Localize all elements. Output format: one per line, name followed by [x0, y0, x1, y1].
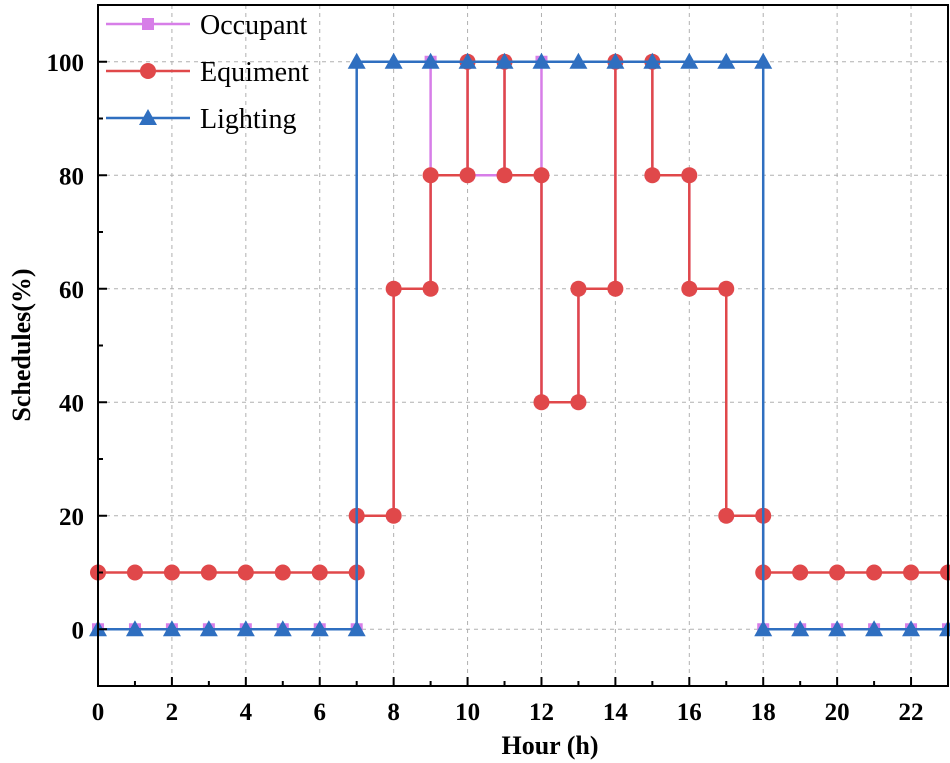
data-point-lighting	[347, 52, 366, 69]
data-point-equiment	[533, 394, 550, 411]
y-tick-label: 60	[59, 277, 84, 304]
data-point-lighting	[125, 620, 144, 637]
x-tick-label: 0	[92, 699, 105, 726]
y-tick-label: 20	[59, 504, 84, 531]
data-point-equiment	[644, 167, 661, 184]
data-point-equiment	[681, 167, 698, 184]
data-point-equiment	[311, 564, 328, 581]
data-point-equiment	[718, 507, 735, 524]
x-tick-label: 4	[240, 699, 253, 726]
series-lighting	[89, 52, 950, 637]
legend-label-lighting: Lighting	[200, 104, 296, 135]
x-tick-label: 22	[899, 699, 924, 726]
data-point-lighting	[310, 620, 329, 637]
data-point-lighting	[754, 52, 773, 69]
x-tick-label: 18	[751, 699, 776, 726]
data-point-lighting	[606, 52, 625, 69]
x-tick-label: 6	[313, 699, 326, 726]
y-tick-label: 100	[47, 50, 85, 77]
data-point-equiment	[570, 280, 587, 297]
y-axis-title: Schedules(%)	[7, 268, 36, 421]
data-point-lighting	[458, 52, 477, 69]
data-point-lighting	[902, 620, 921, 637]
data-point-lighting	[828, 620, 847, 637]
plot-series	[89, 52, 950, 637]
data-point-equiment	[718, 280, 735, 297]
legend-marker-occupant	[142, 18, 154, 30]
data-point-equiment	[792, 564, 809, 581]
data-point-lighting	[421, 52, 440, 69]
axis-ticks: 0 2 4 6 8 10 12 14 16 18 20 22 0 20 40 60 80 100	[47, 4, 924, 726]
data-point-equiment	[681, 280, 698, 297]
data-point-lighting	[273, 620, 292, 637]
data-point-equiment	[385, 507, 402, 524]
data-point-lighting	[236, 620, 255, 637]
x-tick-label: 10	[455, 699, 480, 726]
legend-label-occupant: Occupant	[200, 10, 308, 41]
data-point-equiment	[385, 280, 402, 297]
data-point-equiment	[237, 564, 254, 581]
data-point-lighting	[532, 52, 551, 69]
y-tick-label: 0	[72, 617, 85, 644]
data-point-lighting	[791, 620, 810, 637]
data-point-equiment	[459, 167, 476, 184]
series-occupant	[92, 55, 950, 636]
x-tick-label: 20	[825, 699, 850, 726]
data-point-equiment	[570, 394, 587, 411]
x-axis-title: Hour (h)	[501, 731, 598, 760]
series-line-equiment	[98, 60, 948, 574]
legend-item-occupant: Occupant	[106, 10, 308, 41]
x-tick-label: 14	[603, 699, 629, 726]
data-point-equiment	[496, 167, 513, 184]
data-point-equiment	[422, 280, 439, 297]
data-point-equiment	[866, 564, 883, 581]
data-point-equiment	[533, 167, 550, 184]
series-line-lighting	[98, 60, 948, 631]
data-point-equiment	[903, 564, 920, 581]
data-point-lighting	[569, 52, 588, 69]
series-line-occupant	[98, 60, 948, 631]
data-point-equiment	[200, 564, 217, 581]
legend-marker-equiment	[140, 63, 156, 79]
legend-label-equiment: Equiment	[200, 57, 309, 88]
data-point-lighting	[643, 52, 662, 69]
x-tick-label: 12	[529, 699, 554, 726]
legend-marker-lighting	[139, 109, 157, 125]
x-tick-label: 2	[166, 699, 179, 726]
series-equiment	[90, 53, 950, 581]
data-point-lighting	[717, 52, 736, 69]
legend: Occupant Equiment Lighting	[106, 10, 309, 135]
data-point-lighting	[754, 620, 773, 637]
data-point-equiment	[126, 564, 143, 581]
data-point-lighting	[162, 620, 181, 637]
y-tick-label: 80	[59, 163, 84, 190]
legend-item-equiment: Equiment	[106, 57, 309, 88]
data-point-equiment	[607, 280, 624, 297]
data-point-lighting	[347, 620, 366, 637]
x-tick-label: 8	[387, 699, 400, 726]
y-tick-label: 40	[59, 390, 84, 417]
x-tick-label: 16	[677, 699, 702, 726]
data-point-equiment	[274, 564, 291, 581]
data-point-lighting	[865, 620, 884, 637]
data-point-lighting	[199, 620, 218, 637]
legend-item-lighting: Lighting	[106, 104, 296, 135]
data-point-equiment	[422, 167, 439, 184]
data-point-lighting	[384, 52, 403, 69]
data-point-equiment	[829, 564, 846, 581]
data-point-lighting	[680, 52, 699, 69]
data-point-equiment	[163, 564, 180, 581]
data-point-lighting	[495, 52, 514, 69]
